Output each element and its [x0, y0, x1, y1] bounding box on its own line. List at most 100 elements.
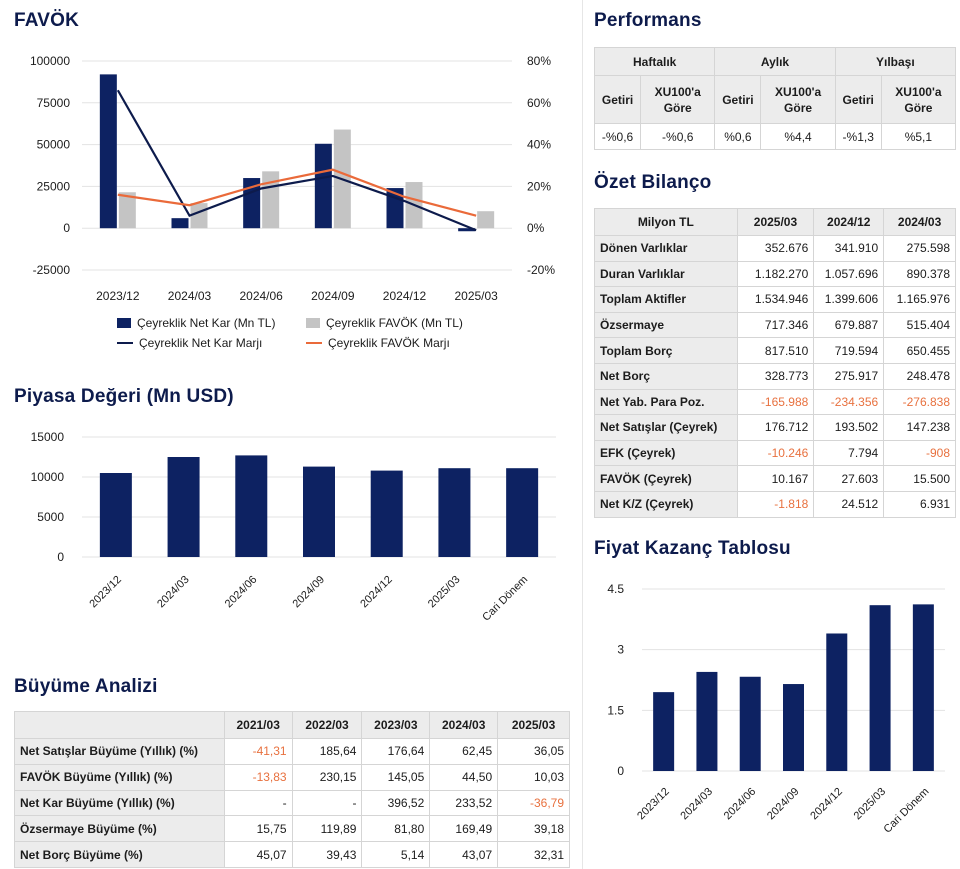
buyume-cell: 169,49 [429, 815, 499, 843]
bilanco-row: Net Yab. Para Poz. -165.988 -234.356 -276.8… [594, 388, 956, 416]
piyasa-x-tick: 2024/03 [155, 574, 192, 611]
bilanco-row-label: Toplam Borç [594, 337, 738, 364]
buyume-cell: 36,05 [497, 738, 570, 765]
buyume-row-label: Net Kar Büyüme (Yıllık) (%) [14, 789, 225, 817]
fk-y-tick: 4.5 [607, 582, 624, 596]
bilanco-cell: 10.167 [736, 465, 815, 492]
favok-bar [190, 203, 208, 229]
bilanco-cell: -276.838 [883, 388, 956, 416]
performans-subheader-row: Getiri XU100'a Göre Getiri XU100'a Göre … [593, 75, 957, 124]
fk-title: Fiyat Kazanç Tablosu [594, 538, 791, 559]
piyasa-x-tick: 2024/06 [223, 574, 260, 611]
piyasa-x-tick: Cari Dönem [480, 574, 530, 624]
perf-sub-2: XU100'a Göre [640, 75, 716, 124]
perf-sub-5: Getiri [834, 75, 882, 124]
bilanco-cell: 1.182.270 [736, 260, 815, 288]
buyume-cell: 15,75 [223, 815, 293, 843]
buyume-cell: 10,03 [497, 763, 570, 791]
bilanco-cell: 515.404 [883, 311, 956, 339]
favok-y-left-tick: 0 [63, 221, 70, 235]
buyume-col-1: 2021/03 [223, 711, 293, 739]
piyasa-bar [235, 455, 268, 557]
piyasa-y-tick: 0 [57, 550, 64, 564]
piyasa-y-tick: 15000 [31, 430, 65, 444]
net-kar-bar [171, 218, 189, 229]
buyume-cell: - [223, 789, 293, 817]
bilanco-row-label: Toplam Aktifler [594, 286, 738, 313]
buyume-cell: 44,50 [429, 763, 499, 791]
piyasa-x-tick: 2024/09 [291, 574, 328, 611]
piyasa-bar [506, 468, 539, 557]
bilanco-row-label: Net Yab. Para Poz. [594, 388, 738, 416]
bilanco-cell: 1.165.976 [883, 286, 956, 313]
legend-label-favok-marji: Çeyreklik FAVÖK Marjı [328, 336, 450, 350]
bilanco-row-label: FAVÖK (Çeyrek) [594, 465, 738, 492]
perf-sub-4: XU100'a Göre [760, 75, 836, 124]
perf-val-5: -%1,3 [834, 123, 882, 150]
favok-y-right-tick: 60% [527, 96, 551, 110]
piyasa-bar [99, 473, 132, 557]
buyume-cell: 39,43 [291, 841, 363, 868]
buyume-row: FAVÖK Büyüme (Yıllık) (%) -13,83 230,15 145… [14, 763, 570, 791]
buyume-row: Net Satışlar Büyüme (Yıllık) (%) -41,31 18… [14, 738, 570, 765]
fk-y-tick: 0 [617, 764, 624, 778]
piyasa-x-tick: 2023/12 [87, 574, 124, 611]
favok-x-tick: 2024/12 [383, 289, 427, 303]
bilanco-row: FAVÖK (Çeyrek) 10.167 27.603 15.500 [594, 465, 956, 492]
bilanco-col-2: 2024/12 [813, 208, 885, 236]
buyume-cell: 39,18 [497, 815, 570, 843]
perf-val-6: %5,1 [880, 123, 957, 150]
bilanco-cell: 719.594 [813, 337, 885, 364]
buyume-cell: 230,15 [291, 763, 363, 791]
performans-table: Haftalık Aylık Yılbaşı Getiri XU100'a Gö… [593, 47, 957, 150]
bilanco-cell: 679.887 [813, 311, 885, 339]
legend-swatch-favok [306, 318, 320, 328]
bilanco-title: Özet Bilanço [594, 172, 712, 193]
buyume-cell: - [291, 789, 363, 817]
fk-y-tick: 1.5 [607, 703, 624, 717]
buyume-cell: 43,07 [429, 841, 499, 868]
legend-label-net-kar-marji: Çeyreklik Net Kar Marjı [139, 336, 263, 350]
buyume-header-row: 2021/03 2022/03 2023/03 2024/03 2025/03 [14, 711, 570, 739]
perf-val-4: %4,4 [760, 123, 836, 150]
bilanco-cell: 650.455 [883, 337, 956, 364]
buyume-row: Net Kar Büyüme (Yıllık) (%) - -396,52 233,5… [14, 789, 570, 817]
bilanco-cell: 6.931 [883, 490, 956, 518]
bilanco-cell: 341.910 [813, 235, 885, 262]
perf-sub-3: Getiri [714, 75, 762, 124]
buyume-cell: 185,64 [291, 738, 363, 765]
bilanco-cell: 176.712 [736, 414, 815, 441]
bilanco-cell: 1.534.946 [736, 286, 815, 313]
bilanco-header-row: Milyon TL 2025/03 2024/12 2024/03 [594, 208, 956, 236]
piyasa-x-tick: 2025/03 [426, 574, 463, 611]
fk-x-tick: 2023/12 [635, 786, 672, 823]
buyume-row-label: Net Satışlar Büyüme (Yıllık) (%) [14, 738, 225, 765]
favok-bar [477, 211, 495, 229]
bilanco-row: Net Satışlar (Çeyrek) 176.712 193.502 147.2… [594, 414, 956, 441]
favok-y-left-tick: -25000 [33, 263, 71, 277]
bilanco-cell: 328.773 [736, 362, 815, 390]
bilanco-cell: 147.238 [883, 414, 956, 441]
buyume-cell: -13,83 [223, 763, 293, 791]
fk-x-tick: 2024/12 [808, 786, 845, 823]
favok-y-left-tick: 25000 [37, 179, 71, 193]
bilanco-row: Toplam Aktifler 1.534.946 1.399.606 1.165.9… [594, 286, 956, 313]
favok-y-right-tick: 80% [527, 54, 551, 68]
bilanco-cell: 193.502 [813, 414, 885, 441]
bilanco-row-label: Özsermaye [594, 311, 738, 339]
bilanco-cell: -10.246 [736, 439, 815, 467]
buyume-cell: 5,14 [361, 841, 431, 868]
bilanco-cell: 275.598 [883, 235, 956, 262]
performans-value-row: -%0,6 -%0,6 %0,6 %4,4 -%1,3 %5,1 [593, 123, 957, 150]
buyume-row-label: Net Borç Büyüme (%) [14, 841, 225, 868]
perf-val-1: -%0,6 [593, 123, 642, 150]
buyume-cell: 145,05 [361, 763, 431, 791]
legend-label-favok: Çeyreklik FAVÖK (Mn TL) [326, 316, 463, 330]
buyume-row: Özsermaye Büyüme (%) 15,75 119,89 81,80 169,… [14, 815, 570, 843]
bilanco-cell: 27.603 [813, 465, 885, 492]
fk-x-tick: 2025/03 [852, 786, 889, 823]
bilanco-col-1: 2025/03 [736, 208, 815, 236]
buyume-cell: 81,80 [361, 815, 431, 843]
net-kar-bar [458, 228, 476, 232]
bilanco-cell: -908 [883, 439, 956, 467]
